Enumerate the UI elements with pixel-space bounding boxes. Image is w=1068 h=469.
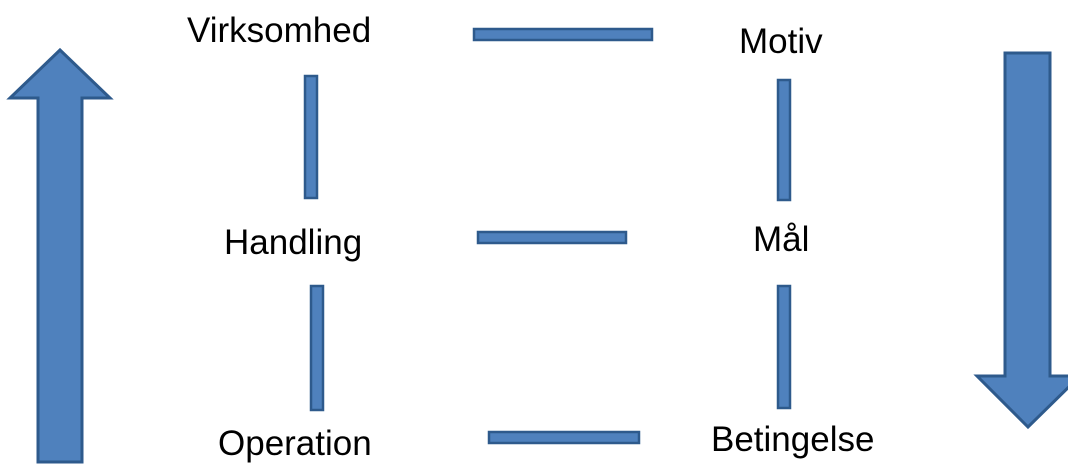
connector-operation-betingelse xyxy=(487,430,641,445)
label-handling: Handling xyxy=(224,223,362,262)
label-operation: Operation xyxy=(218,424,372,463)
label-maal: Mål xyxy=(753,220,809,259)
connector-handling-operation xyxy=(309,284,325,412)
connector-virksomhed-handling xyxy=(303,74,319,200)
connector-maal-betingelse xyxy=(776,284,792,410)
label-betingelse: Betingelse xyxy=(711,420,874,459)
connector-virksomhed-motiv xyxy=(472,27,654,42)
label-virksomhed: Virksomhed xyxy=(187,11,371,50)
label-motiv: Motiv xyxy=(739,22,823,61)
down-arrow xyxy=(973,51,1068,430)
up-arrow xyxy=(6,47,114,464)
connector-motiv-maal xyxy=(776,78,792,202)
connector-handling-maal xyxy=(476,230,628,245)
